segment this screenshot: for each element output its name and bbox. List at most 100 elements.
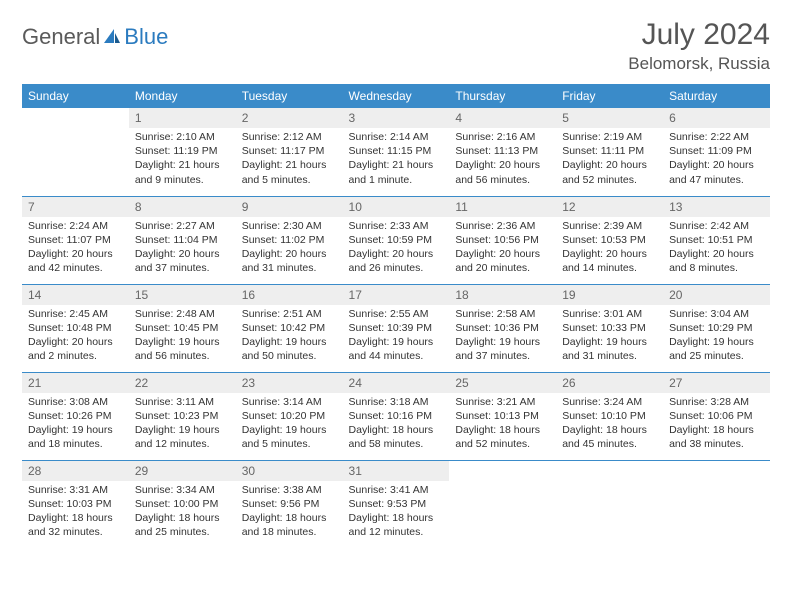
sunrise-text: Sunrise: 3:11 AM [135, 395, 230, 409]
day-number: 31 [343, 461, 450, 481]
day-details: Sunrise: 3:21 AMSunset: 10:13 PMDaylight… [449, 393, 556, 456]
col-header: Wednesday [343, 84, 450, 108]
sunset-text: Sunset: 9:53 PM [349, 497, 444, 511]
calendar-row: 7Sunrise: 2:24 AMSunset: 11:07 PMDayligh… [22, 196, 770, 284]
sunset-text: Sunset: 11:17 PM [242, 144, 337, 158]
col-header: Saturday [663, 84, 770, 108]
calendar-cell: 11Sunrise: 2:36 AMSunset: 10:56 PMDaylig… [449, 196, 556, 284]
day-details: Sunrise: 2:30 AMSunset: 11:02 PMDaylight… [236, 217, 343, 280]
sunset-text: Sunset: 10:33 PM [562, 321, 657, 335]
sunrise-text: Sunrise: 3:01 AM [562, 307, 657, 321]
sunset-text: Sunset: 10:45 PM [135, 321, 230, 335]
calendar-cell: 2Sunrise: 2:12 AMSunset: 11:17 PMDayligh… [236, 108, 343, 196]
daylight-text: Daylight: 18 hours and 18 minutes. [242, 511, 337, 539]
day-details: Sunrise: 2:58 AMSunset: 10:36 PMDaylight… [449, 305, 556, 368]
col-header: Sunday [22, 84, 129, 108]
day-number: 21 [22, 373, 129, 393]
sunrise-text: Sunrise: 2:10 AM [135, 130, 230, 144]
day-details: Sunrise: 3:11 AMSunset: 10:23 PMDaylight… [129, 393, 236, 456]
day-number: 12 [556, 197, 663, 217]
sunset-text: Sunset: 10:00 PM [135, 497, 230, 511]
day-number: 23 [236, 373, 343, 393]
daylight-text: Daylight: 19 hours and 31 minutes. [562, 335, 657, 363]
sunrise-text: Sunrise: 2:48 AM [135, 307, 230, 321]
day-number: 7 [22, 197, 129, 217]
daylight-text: Daylight: 20 hours and 26 minutes. [349, 247, 444, 275]
calendar-cell: 29Sunrise: 3:34 AMSunset: 10:00 PMDaylig… [129, 460, 236, 548]
sunset-text: Sunset: 11:04 PM [135, 233, 230, 247]
calendar-cell: 27Sunrise: 3:28 AMSunset: 10:06 PMDaylig… [663, 372, 770, 460]
day-number: 20 [663, 285, 770, 305]
day-details: Sunrise: 2:55 AMSunset: 10:39 PMDaylight… [343, 305, 450, 368]
sunset-text: Sunset: 10:56 PM [455, 233, 550, 247]
daylight-text: Daylight: 18 hours and 32 minutes. [28, 511, 123, 539]
day-number: 30 [236, 461, 343, 481]
sunset-text: Sunset: 9:56 PM [242, 497, 337, 511]
calendar-cell: 20Sunrise: 3:04 AMSunset: 10:29 PMDaylig… [663, 284, 770, 372]
daylight-text: Daylight: 18 hours and 25 minutes. [135, 511, 230, 539]
sunset-text: Sunset: 11:07 PM [28, 233, 123, 247]
day-details: Sunrise: 2:39 AMSunset: 10:53 PMDaylight… [556, 217, 663, 280]
calendar-table: Sunday Monday Tuesday Wednesday Thursday… [22, 84, 770, 548]
brand-logo: General Blue [22, 18, 168, 50]
day-details: Sunrise: 3:14 AMSunset: 10:20 PMDaylight… [236, 393, 343, 456]
day-number: 19 [556, 285, 663, 305]
calendar-row: 14 Sunrise: 2:45 AMSunset: 10:48 PM Daylig… [22, 284, 770, 372]
calendar-cell: 24Sunrise: 3:18 AMSunset: 10:16 PMDaylig… [343, 372, 450, 460]
calendar-cell: 13Sunrise: 2:42 AMSunset: 10:51 PMDaylig… [663, 196, 770, 284]
calendar-cell: 15 Sunrise: 2:48 AMSunset: 10:45 PMDaylig… [129, 284, 236, 372]
col-header: Monday [129, 84, 236, 108]
day-number: 22 [129, 373, 236, 393]
calendar-cell [556, 460, 663, 548]
sunrise-text: Sunrise: 2:51 AM [242, 307, 337, 321]
calendar-cell: 18Sunrise: 2:58 AMSunset: 10:36 PMDaylig… [449, 284, 556, 372]
sunset-text: Sunset: 11:19 PM [135, 144, 230, 158]
daylight-text: Daylight: 19 hours and 25 minutes. [669, 335, 764, 363]
calendar-cell: 4Sunrise: 2:16 AMSunset: 11:13 PMDayligh… [449, 108, 556, 196]
day-number: 27 [663, 373, 770, 393]
sunrise-text: Sunrise: 2:39 AM [562, 219, 657, 233]
day-number: 15 [129, 285, 236, 305]
sunset-text: Sunset: 10:36 PM [455, 321, 550, 335]
calendar-cell: 21Sunrise: 3:08 AMSunset: 10:26 PMDaylig… [22, 372, 129, 460]
day-number: 8 [129, 197, 236, 217]
calendar-cell: 12Sunrise: 2:39 AMSunset: 10:53 PMDaylig… [556, 196, 663, 284]
day-details: Sunrise: 3:34 AMSunset: 10:00 PMDaylight… [129, 481, 236, 544]
day-number: 10 [343, 197, 450, 217]
daylight-text: Daylight: 21 hours and 5 minutes. [242, 158, 337, 186]
day-details: Sunrise: 2:19 AMSunset: 11:11 PMDaylight… [556, 128, 663, 191]
daylight-text: Daylight: 19 hours and 12 minutes. [135, 423, 230, 451]
brand-text-2: Blue [124, 24, 168, 50]
calendar-cell [449, 460, 556, 548]
calendar-cell: 7Sunrise: 2:24 AMSunset: 11:07 PMDayligh… [22, 196, 129, 284]
day-number: 3 [343, 108, 450, 128]
sunrise-text: Sunrise: 2:45 AM [28, 307, 123, 321]
calendar-cell: 22Sunrise: 3:11 AMSunset: 10:23 PMDaylig… [129, 372, 236, 460]
day-number: 5 [556, 108, 663, 128]
day-number: 14 [22, 285, 129, 305]
calendar-cell: 3Sunrise: 2:14 AMSunset: 11:15 PMDayligh… [343, 108, 450, 196]
daylight-text: Daylight: 19 hours and 37 minutes. [455, 335, 550, 363]
sunset-text: Sunset: 10:16 PM [349, 409, 444, 423]
day-number: 16 [236, 285, 343, 305]
sunrise-text: Sunrise: 3:14 AM [242, 395, 337, 409]
daylight-text: Daylight: 18 hours and 38 minutes. [669, 423, 764, 451]
calendar-cell: 23Sunrise: 3:14 AMSunset: 10:20 PMDaylig… [236, 372, 343, 460]
daylight-text: Daylight: 19 hours and 56 minutes. [135, 335, 230, 363]
day-number: 2 [236, 108, 343, 128]
sunset-text: Sunset: 11:13 PM [455, 144, 550, 158]
day-number: 6 [663, 108, 770, 128]
title-block: July 2024 Belomorsk, Russia [628, 18, 770, 74]
sunset-text: Sunset: 10:48 PM [28, 321, 123, 335]
sunset-text: Sunset: 10:10 PM [562, 409, 657, 423]
location-text: Belomorsk, Russia [628, 54, 770, 74]
sunset-text: Sunset: 10:42 PM [242, 321, 337, 335]
sunrise-text: Sunrise: 2:33 AM [349, 219, 444, 233]
sunrise-text: Sunrise: 2:36 AM [455, 219, 550, 233]
sunrise-text: Sunrise: 3:38 AM [242, 483, 337, 497]
day-details: Sunrise: 2:12 AMSunset: 11:17 PMDaylight… [236, 128, 343, 191]
sunset-text: Sunset: 10:51 PM [669, 233, 764, 247]
day-number: 18 [449, 285, 556, 305]
day-details: Sunrise: 3:04 AMSunset: 10:29 PMDaylight… [663, 305, 770, 368]
day-details: Sunrise: 3:24 AMSunset: 10:10 PMDaylight… [556, 393, 663, 456]
